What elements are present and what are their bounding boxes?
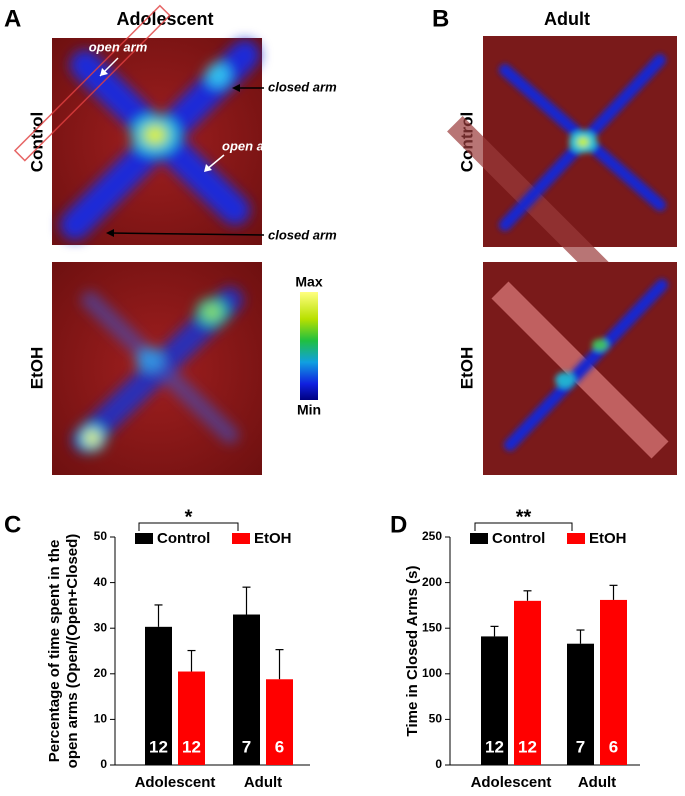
legend-swatch <box>567 533 585 544</box>
bar <box>481 636 508 765</box>
annotation-text: open arm <box>89 39 148 54</box>
y-tick-label: 0 <box>435 757 442 771</box>
heatmap-image <box>52 262 262 475</box>
bar <box>600 599 627 765</box>
significance-bracket <box>138 522 239 531</box>
annotation: open arm closed arm open arm closed arm <box>89 39 337 242</box>
legend-swatch <box>232 533 250 544</box>
panel-label: A <box>4 5 21 32</box>
n-label: 7 <box>242 737 251 756</box>
row-label: EtOH <box>457 347 476 390</box>
annotation-text: closed arm <box>268 227 337 242</box>
y-tick-label: 100 <box>422 666 442 680</box>
bar <box>266 679 293 765</box>
y-tick-label: 10 <box>94 712 108 726</box>
y-axis-label: Time in Closed Arms (s) <box>404 566 421 737</box>
n-label: 12 <box>485 737 504 756</box>
y-tick-label: 50 <box>429 712 443 726</box>
y-tick-label: 150 <box>422 620 442 634</box>
n-label: 12 <box>182 737 201 756</box>
panel-label: C <box>4 511 21 538</box>
n-label: 7 <box>576 737 585 756</box>
row-label: EtOH <box>27 347 46 390</box>
panel-label: B <box>432 5 449 32</box>
y-axis-label: open arms (Open/(Open+Closed) <box>64 534 81 769</box>
colorbar <box>300 292 318 400</box>
legend-label: EtOH <box>589 530 627 547</box>
y-tick-label: 30 <box>94 620 108 634</box>
bar <box>514 600 541 765</box>
y-axis-label: Percentage of time spent in the <box>46 540 63 763</box>
x-tick-label: Adolescent <box>471 774 552 791</box>
legend-label: EtOH <box>254 530 292 547</box>
bar <box>145 626 172 765</box>
n-label: 12 <box>149 737 168 756</box>
column-title: Adult <box>544 9 590 29</box>
significance-label: * <box>185 506 193 528</box>
n-label: 6 <box>275 737 284 756</box>
legend-label: Control <box>157 530 210 547</box>
bar <box>233 614 260 765</box>
bar <box>567 643 594 765</box>
x-tick-label: Adult <box>578 774 616 791</box>
x-tick-label: Adult <box>244 774 282 791</box>
y-tick-label: 20 <box>94 666 108 680</box>
legend-swatch <box>470 533 488 544</box>
row-label: Control <box>27 112 46 172</box>
n-label: 12 <box>518 737 537 756</box>
significance-bracket <box>474 522 573 531</box>
y-tick-label: 0 <box>100 757 107 771</box>
y-tick-label: 40 <box>94 575 108 589</box>
bar <box>178 671 205 765</box>
annotation-text: closed arm <box>268 79 337 94</box>
y-tick-label: 200 <box>422 575 442 589</box>
x-tick-label: Adolescent <box>135 774 216 791</box>
colorbar-label: Min <box>297 402 321 418</box>
colorbar-label: Max <box>295 274 322 290</box>
legend-swatch <box>135 533 153 544</box>
y-tick-label: 250 <box>422 529 442 543</box>
annotation-text: open arm <box>222 138 281 153</box>
legend-label: Control <box>492 530 545 547</box>
significance-label: ** <box>516 506 532 528</box>
heatmap-image <box>13 4 262 245</box>
panel-label: D <box>390 511 407 538</box>
n-label: 6 <box>609 737 618 756</box>
y-tick-label: 50 <box>94 529 108 543</box>
heatmap-image <box>483 262 677 475</box>
